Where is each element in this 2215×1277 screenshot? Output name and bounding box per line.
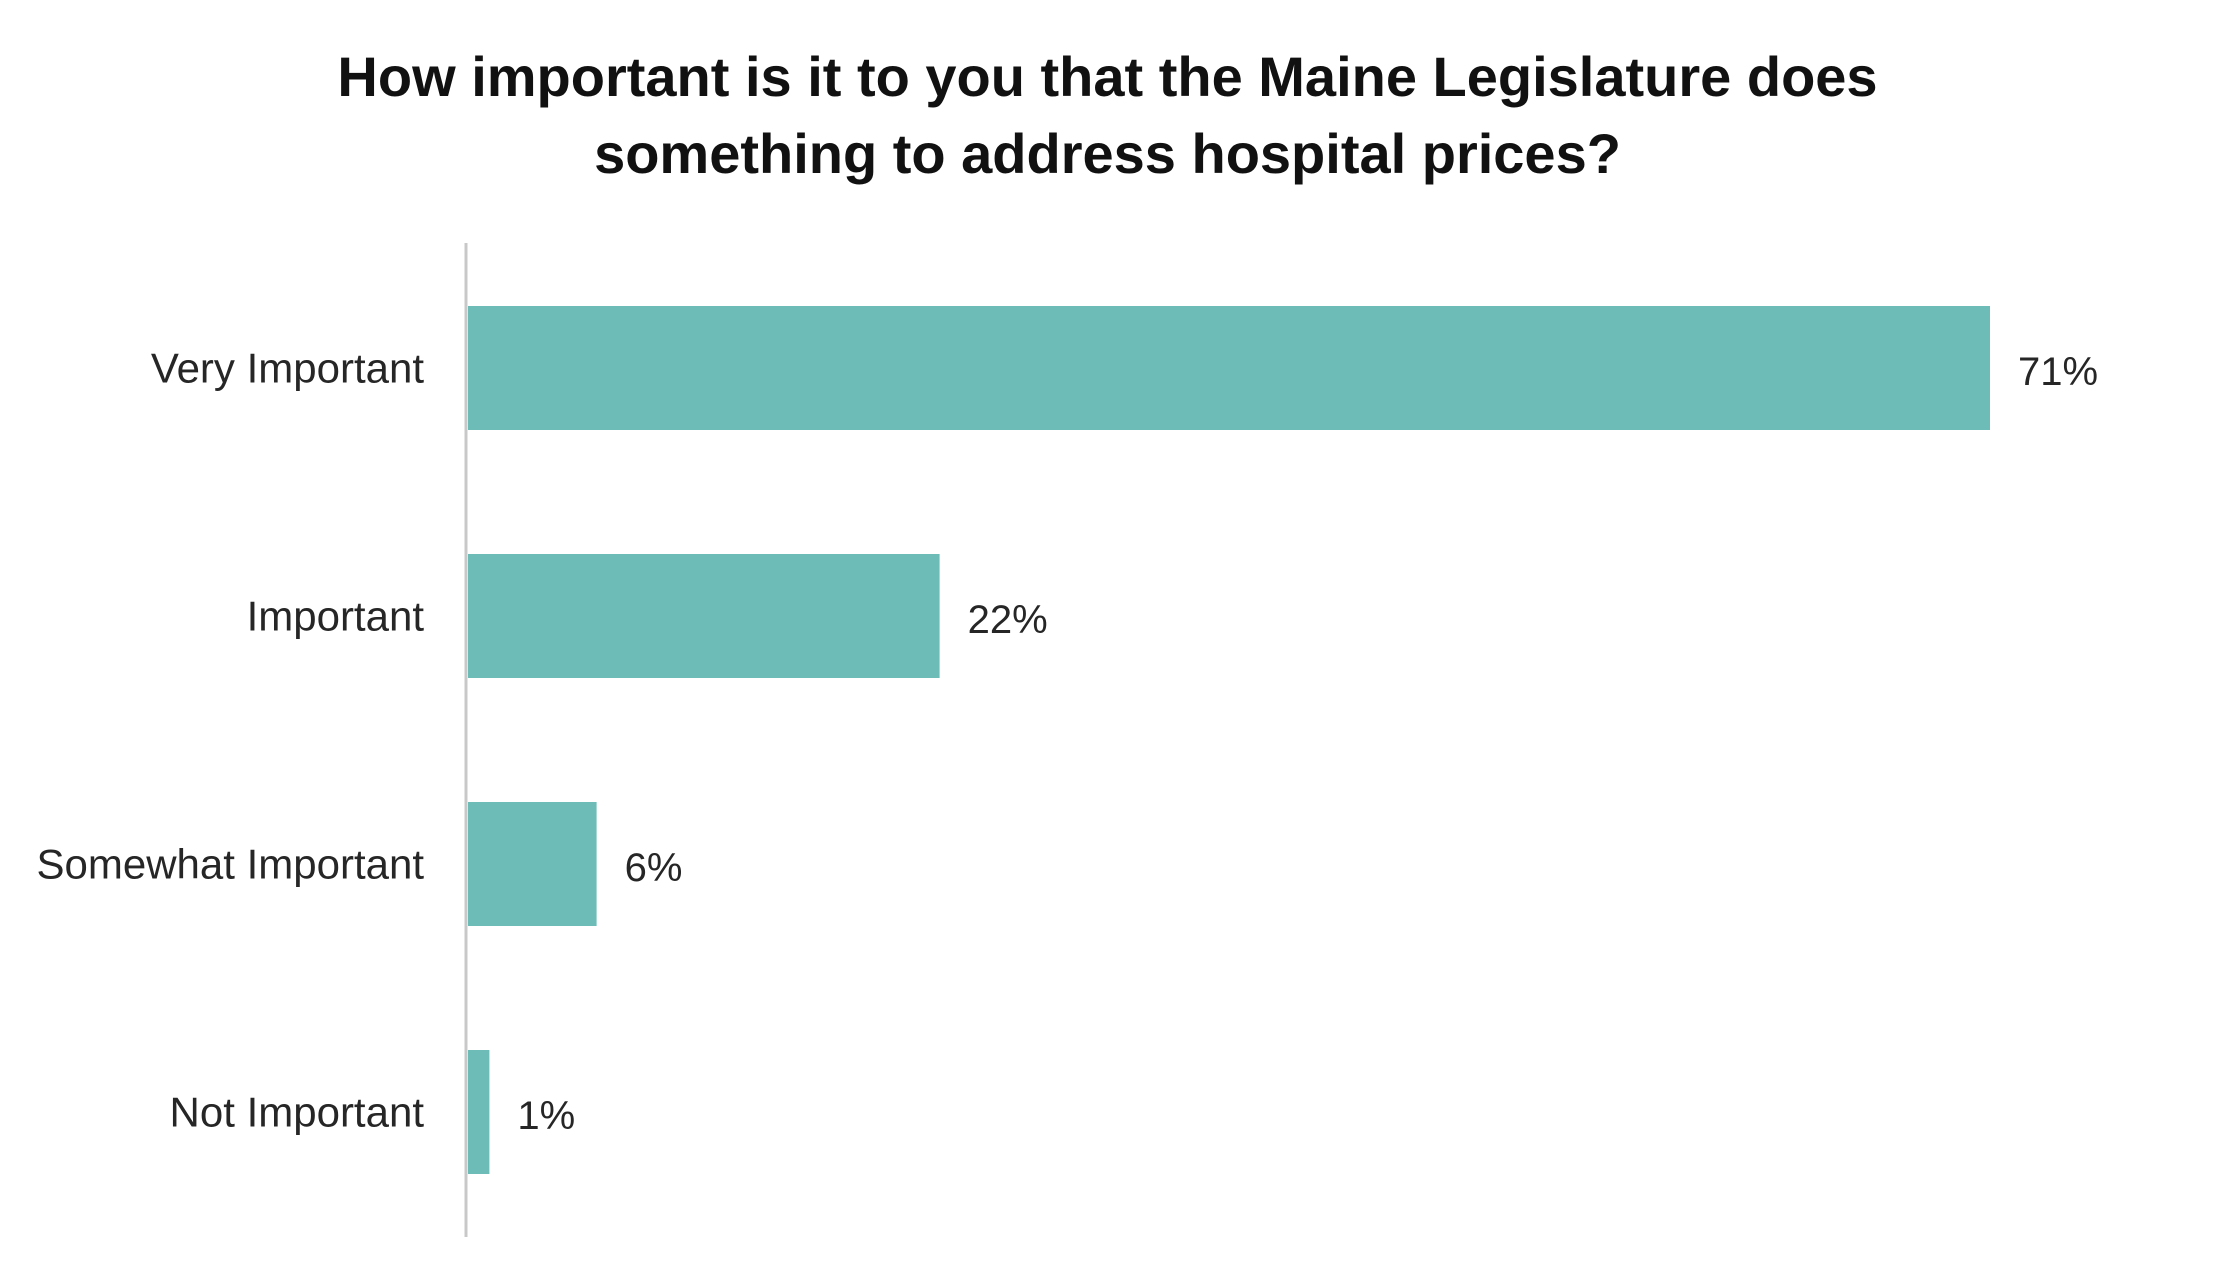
chart-title-line-2: something to address hospital prices? [594, 122, 1621, 185]
category-label-important: Important [247, 593, 425, 640]
bar-important [468, 554, 940, 678]
value-label-very-important: 71% [2018, 350, 2098, 394]
category-label-very-important: Very Important [151, 345, 424, 392]
value-label-somewhat-important: 6% [625, 846, 683, 890]
bar-not-important [468, 1050, 490, 1174]
category-label-not-important: Not Important [170, 1089, 425, 1136]
chart-title-line-1: How important is it to you that the Main… [337, 45, 1878, 108]
bars-group: Very Important 71% Important 22% Somewhat Im… [36, 306, 2098, 1174]
chart-title: How important is it to you that the Main… [0, 38, 2215, 192]
category-label-somewhat-important: Somewhat Important [36, 841, 424, 888]
bar-somewhat-important [468, 802, 597, 926]
value-label-not-important: 1% [517, 1094, 575, 1138]
value-label-important: 22% [968, 598, 1048, 642]
bar-very-important [468, 306, 1990, 430]
